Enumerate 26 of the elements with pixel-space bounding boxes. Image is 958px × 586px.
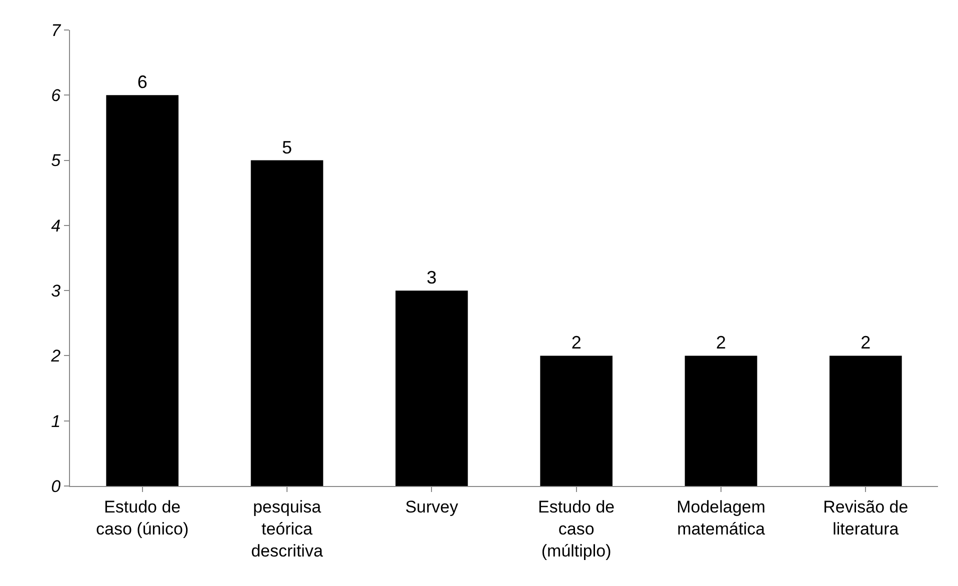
bar (106, 95, 178, 486)
bar (396, 290, 468, 486)
y-tick-label: 1 (51, 412, 61, 431)
y-tick-label: 6 (51, 86, 62, 106)
x-tick-label: Survey (405, 497, 459, 516)
x-tick-label: Estudo de caso (único) (96, 497, 189, 538)
y-tick-label: 4 (51, 216, 61, 236)
y-tick-label: 0 (51, 476, 62, 496)
y-tick-label: 7 (51, 20, 62, 40)
y-tick-label: 2 (50, 346, 62, 366)
bar (250, 160, 324, 486)
data-label: 6 (137, 72, 148, 92)
data-label: 5 (282, 137, 292, 158)
data-label: 3 (426, 268, 437, 288)
data-label: 2 (860, 332, 871, 353)
bar (830, 356, 902, 486)
bar (540, 356, 612, 486)
bar (684, 356, 758, 486)
x-tick-label: Modelagem matemática (676, 497, 766, 538)
y-tick-label: 3 (51, 282, 62, 301)
x-tick-label: Estudo de caso (múltiplo) (538, 497, 615, 561)
data-label: 2 (571, 332, 582, 353)
y-tick-label: 5 (51, 151, 62, 170)
data-label: 2 (716, 332, 726, 353)
x-tick-label: Revisão de literatura (823, 497, 908, 538)
x-tick-label: pesquisa teórica descritiva (251, 497, 324, 561)
